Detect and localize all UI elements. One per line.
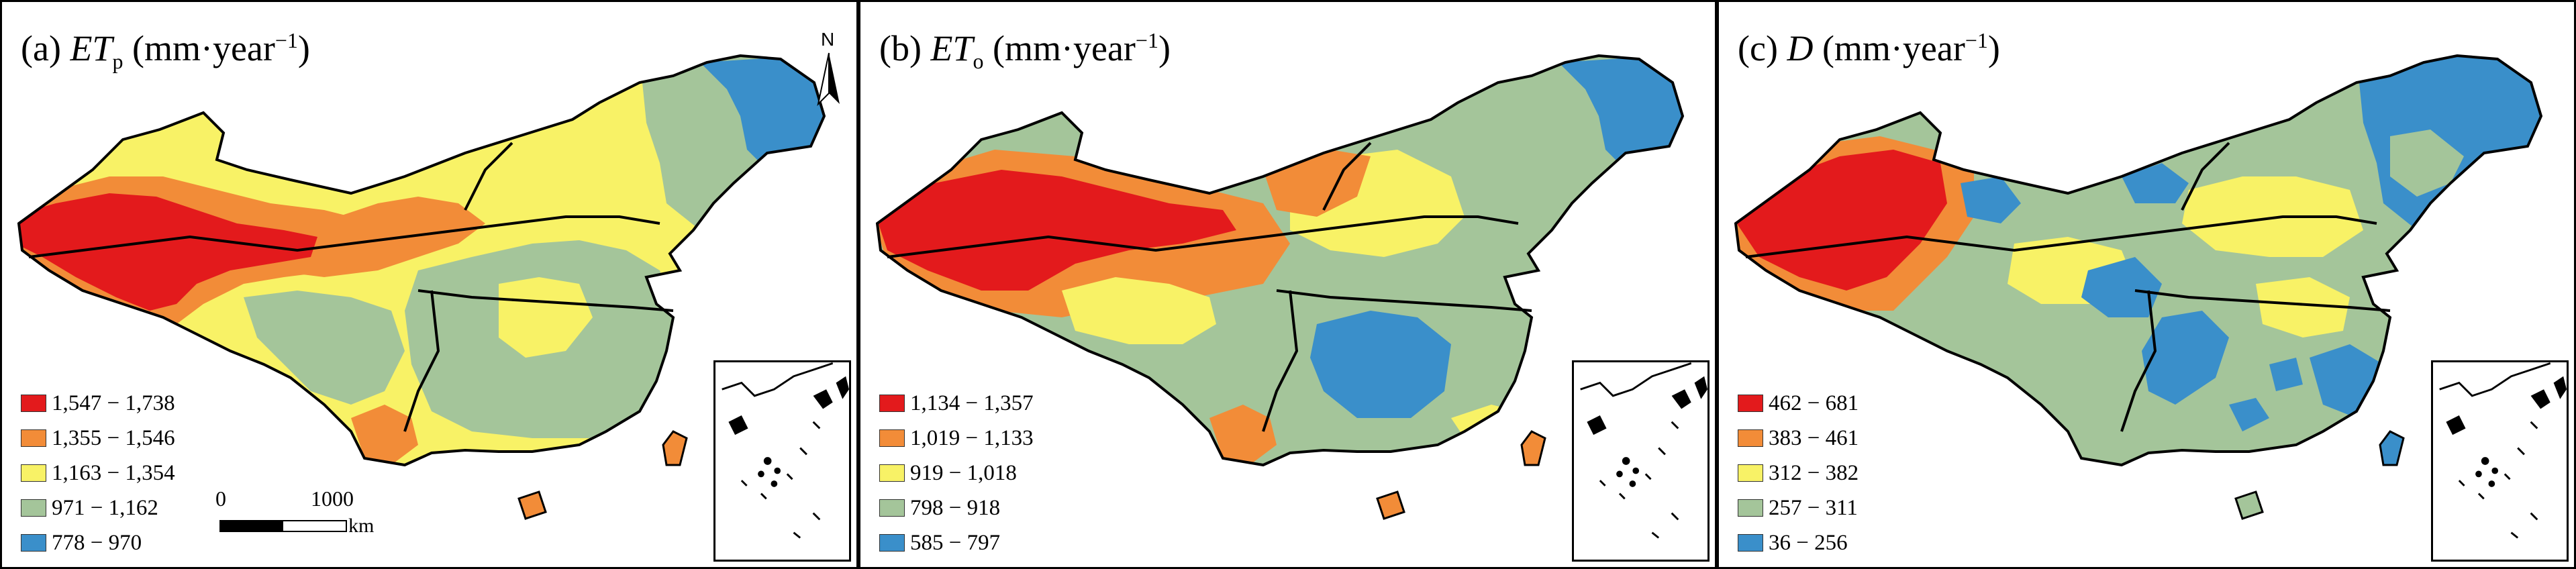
legend-swatch bbox=[21, 499, 46, 517]
title-unit-close: ) bbox=[297, 28, 310, 68]
title-prefix: (a) bbox=[21, 28, 70, 68]
title-symbol: ET bbox=[70, 28, 113, 68]
legend-label: 36 − 256 bbox=[1769, 530, 1848, 555]
legend-swatch bbox=[21, 395, 46, 412]
legend: 1,547 − 1,738 1,355 − 1,546 1,163 − 1,35… bbox=[21, 386, 175, 560]
inset-map bbox=[2439, 362, 2567, 539]
panel-title: (c) D (mm·year−1) bbox=[1738, 28, 2000, 74]
legend-label: 1,355 − 1,546 bbox=[52, 425, 175, 450]
legend-label: 1,019 − 1,133 bbox=[910, 425, 1034, 450]
legend: 1,134 − 1,357 1,019 − 1,133 919 − 1,018 … bbox=[879, 386, 1034, 560]
legend-label: 383 − 461 bbox=[1769, 425, 1859, 450]
inset-map bbox=[722, 362, 849, 539]
title-unit-close: ) bbox=[1987, 28, 2000, 68]
legend-item: 1,547 − 1,738 bbox=[21, 386, 175, 421]
panel-title: (a) ETp (mm·year−1) bbox=[21, 28, 310, 74]
title-superscript: −1 bbox=[1135, 28, 1158, 52]
legend-swatch bbox=[1738, 464, 1763, 482]
scale-end-label: 1000 bbox=[311, 486, 354, 511]
scale-start-label: 0 bbox=[215, 486, 226, 511]
legend-item: 798 − 918 bbox=[879, 490, 1034, 525]
north-letter: N bbox=[821, 29, 835, 50]
legend-label: 585 − 797 bbox=[910, 530, 1001, 555]
legend-item: 1,163 − 1,354 bbox=[21, 456, 175, 490]
scale-unit-label: km bbox=[348, 515, 375, 537]
legend-item: 1,134 − 1,357 bbox=[879, 386, 1034, 421]
title-symbol: D bbox=[1787, 28, 1814, 68]
d-map bbox=[1734, 54, 2543, 520]
title-superscript: −1 bbox=[1965, 28, 1988, 52]
legend: 462 − 681 383 − 461 312 − 382 257 − 311 … bbox=[1738, 386, 1859, 560]
legend-label: 257 − 311 bbox=[1769, 495, 1858, 520]
legend-item: 383 − 461 bbox=[1738, 421, 1859, 456]
title-unit: (mm·year bbox=[1813, 28, 1965, 68]
legend-swatch bbox=[21, 534, 46, 552]
legend-swatch bbox=[879, 395, 905, 412]
scale-bar: 0 1000 km bbox=[215, 486, 374, 540]
map-panel-d: (c) D (mm·year−1) 462 − 681 383 − 461 31… bbox=[1717, 0, 2576, 569]
legend-label: 919 − 1,018 bbox=[910, 460, 1017, 485]
legend-swatch bbox=[879, 429, 905, 447]
legend-item: 257 − 311 bbox=[1738, 490, 1859, 525]
north-arrow: N bbox=[813, 29, 845, 109]
title-unit: (mm·year bbox=[123, 28, 275, 68]
map-panel-eto: (b) ETo (mm·year−1) 1,134 − 1,357 1,019 … bbox=[858, 0, 1717, 569]
title-unit-close: ) bbox=[1158, 28, 1171, 68]
legend-swatch bbox=[879, 534, 905, 552]
legend-label: 1,134 − 1,357 bbox=[910, 391, 1034, 415]
title-subscript: p bbox=[112, 48, 123, 73]
legend-label: 1,163 − 1,354 bbox=[52, 460, 175, 485]
legend-label: 971 − 1,162 bbox=[52, 495, 158, 520]
legend-item: 1,355 − 1,546 bbox=[21, 421, 175, 456]
legend-swatch bbox=[879, 499, 905, 517]
scale-bar-graphic bbox=[219, 520, 347, 532]
title-unit: (mm·year bbox=[983, 28, 1136, 68]
legend-item: 36 − 256 bbox=[1738, 525, 1859, 560]
legend-item: 585 − 797 bbox=[879, 525, 1034, 560]
legend-swatch bbox=[879, 464, 905, 482]
legend-swatch bbox=[1738, 499, 1763, 517]
title-superscript: −1 bbox=[275, 28, 298, 52]
title-subscript: o bbox=[973, 48, 984, 73]
legend-item: 1,019 − 1,133 bbox=[879, 421, 1034, 456]
south-china-sea-inset bbox=[2431, 360, 2569, 562]
legend-swatch bbox=[21, 429, 46, 447]
legend-label: 462 − 681 bbox=[1769, 391, 1859, 415]
legend-item: 919 − 1,018 bbox=[879, 456, 1034, 490]
legend-swatch bbox=[1738, 534, 1763, 552]
legend-swatch bbox=[1738, 429, 1763, 447]
panel-title: (b) ETo (mm·year−1) bbox=[879, 28, 1171, 74]
north-arrow-icon bbox=[817, 52, 840, 107]
title-symbol: ET bbox=[930, 28, 973, 68]
legend-item: 312 − 382 bbox=[1738, 456, 1859, 490]
etp-map bbox=[17, 54, 826, 520]
legend-label: 312 − 382 bbox=[1769, 460, 1859, 485]
map-panel-etp: (a) ETp (mm·year−1) 1,547 − 1,738 1,355 … bbox=[0, 0, 858, 569]
south-china-sea-inset bbox=[713, 360, 851, 562]
legend-item: 778 − 970 bbox=[21, 525, 175, 560]
legend-label: 778 − 970 bbox=[52, 530, 142, 555]
title-prefix: (c) bbox=[1738, 28, 1787, 68]
legend-swatch bbox=[1738, 395, 1763, 412]
legend-label: 1,547 − 1,738 bbox=[52, 391, 175, 415]
legend-item: 462 − 681 bbox=[1738, 386, 1859, 421]
legend-swatch bbox=[21, 464, 46, 482]
south-china-sea-inset bbox=[1572, 360, 1710, 562]
title-prefix: (b) bbox=[879, 28, 931, 68]
eto-map bbox=[875, 54, 1685, 520]
legend-label: 798 − 918 bbox=[910, 495, 1001, 520]
legend-item: 971 − 1,162 bbox=[21, 490, 175, 525]
inset-map bbox=[1580, 362, 1707, 539]
